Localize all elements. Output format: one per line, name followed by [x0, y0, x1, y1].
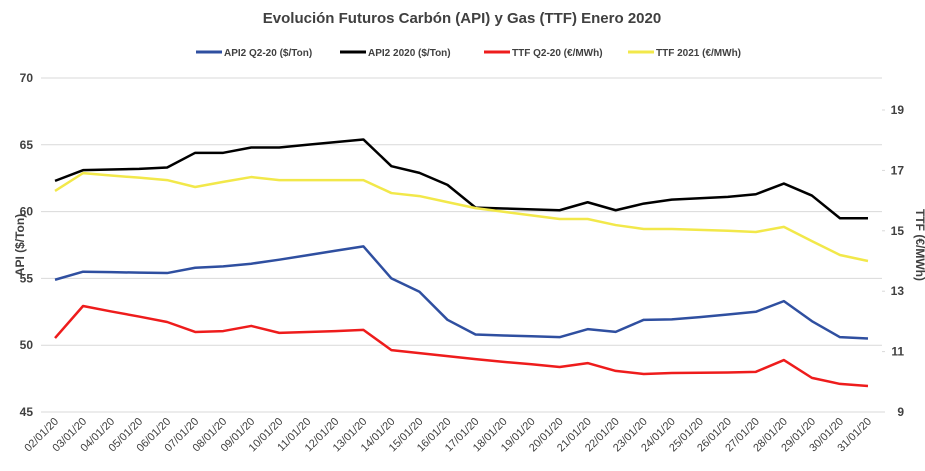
- y-tick-label: 50: [20, 338, 34, 352]
- y-tick-label: 55: [20, 271, 34, 285]
- y2-tick-label: 9: [897, 405, 904, 419]
- legend-label: TTF Q2-20 (€/MWh): [512, 48, 603, 59]
- y2-tick-label: 15: [891, 224, 905, 238]
- y2-axis-label: TTF (€/MWh): [913, 209, 925, 281]
- y2-tick-label: 13: [891, 284, 905, 298]
- series-line: [54, 138, 868, 220]
- y-tick-label: 45: [20, 405, 34, 419]
- series-line: [54, 304, 869, 388]
- y-tick-label: 65: [20, 138, 34, 152]
- y-tick-label: 70: [20, 71, 34, 85]
- y-axis-label: API ($/Ton): [13, 214, 27, 276]
- legend-label: TTF 2021 (€/MWh): [656, 48, 741, 59]
- series-line: [54, 171, 869, 263]
- y-tick-label: 60: [20, 205, 34, 219]
- y2-tick-label: 17: [891, 163, 905, 177]
- y2-tick-label: 11: [891, 345, 904, 359]
- y2-tick-label: 19: [891, 103, 905, 117]
- series-line: [54, 245, 869, 340]
- legend-label: API2 Q2-20 ($/Ton): [224, 48, 312, 59]
- legend-label: API2 2020 ($/Ton): [368, 48, 451, 59]
- chart-title: Evolución Futuros Carbón (API) y Gas (TT…: [263, 10, 661, 27]
